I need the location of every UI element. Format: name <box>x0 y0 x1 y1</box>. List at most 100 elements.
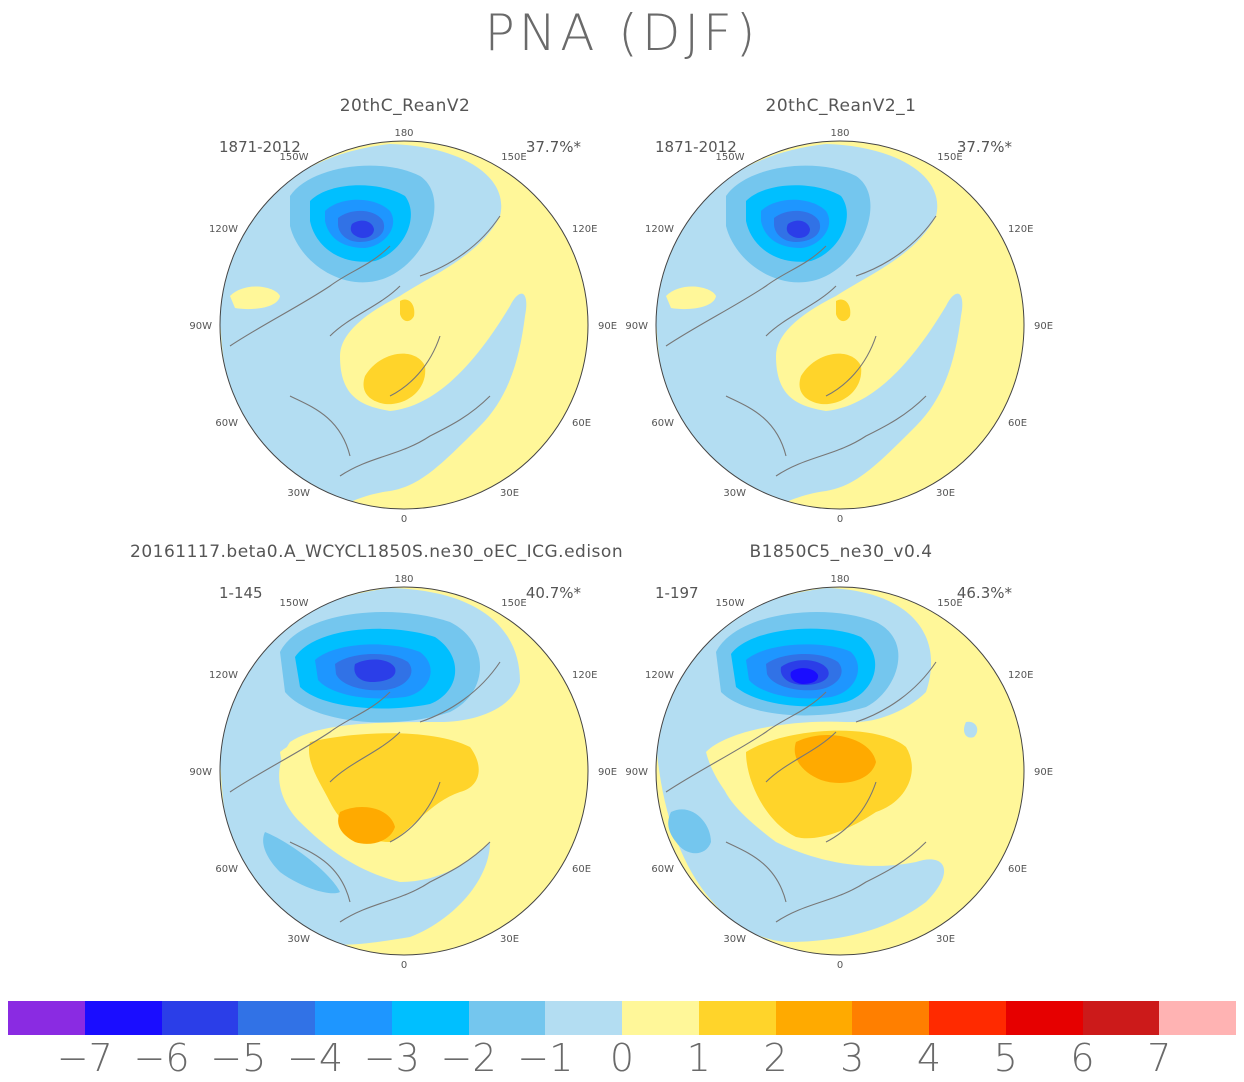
colorbar-swatch <box>161 1001 239 1035</box>
lon-label: 120E <box>572 224 597 235</box>
colorbar-tick: 2 <box>763 1036 788 1080</box>
panel-title: 20thC_ReanV2 <box>339 96 471 116</box>
lon-label: 60W <box>651 418 674 429</box>
panel-percent: 46.3%* <box>956 584 1012 602</box>
colorbar-swatch <box>315 1001 392 1035</box>
colorbar-tick: −4 <box>286 1036 344 1080</box>
colorbar-tick-labels: −7 −6 −5 −4 −3 −2 −1 0 1 2 3 4 5 6 7 <box>0 1036 1244 1082</box>
lon-label: 0 <box>401 514 407 525</box>
colorbar-swatch <box>698 1001 776 1035</box>
lon-label: 180 <box>830 574 849 585</box>
lon-label: 30E <box>936 934 955 945</box>
panel-title: B1850C5_ne30_v0.4 <box>749 542 933 562</box>
colorbar-swatch <box>391 1001 469 1035</box>
lon-label: 60W <box>215 418 238 429</box>
map-panel-1: 20thC_ReanV2 1871-2012 37.7%* 180 150E 1… <box>190 96 620 536</box>
panel-percent: 37.7%* <box>525 138 581 156</box>
lon-label: 60E <box>572 864 591 875</box>
lon-label: 30W <box>723 488 746 499</box>
colorbar-tick: −6 <box>133 1036 190 1080</box>
lon-label: 0 <box>837 514 843 525</box>
lon-label: 30W <box>723 934 746 945</box>
lon-label: 90E <box>1034 321 1053 332</box>
colorbar <box>8 1001 1236 1035</box>
colorbar-swatch <box>775 1001 853 1035</box>
map-panel-2: 20thC_ReanV2_1 1871-2012 37.7%* 180 150E… <box>626 96 1056 536</box>
lon-label: 30E <box>936 488 955 499</box>
longitude-labels: 180 150E 120E 90E 60E 30E 0 30W 60W 90W … <box>190 574 617 971</box>
colorbar-tick: −3 <box>363 1036 420 1080</box>
colorbar-swatch <box>8 1001 85 1035</box>
lon-label: 30E <box>500 488 519 499</box>
lon-label: 30W <box>287 934 310 945</box>
polar-map: 180 150E 120E 90E 60E 30E 0 30W 60W 90W … <box>626 574 1053 971</box>
panel-years: 1871-2012 <box>219 138 301 156</box>
colorbar-swatch <box>1005 1001 1083 1035</box>
colorbar-tick: −1 <box>517 1036 574 1080</box>
lon-label: 180 <box>394 128 413 139</box>
lon-label: 150E <box>937 598 962 609</box>
colorbar-tick: −7 <box>56 1036 113 1080</box>
colorbar-tick: 4 <box>916 1036 942 1080</box>
lon-label: 120W <box>645 670 674 681</box>
colorbar-tick: 7 <box>1147 1036 1172 1080</box>
lon-label: 150E <box>501 598 526 609</box>
lon-label: 180 <box>394 574 413 585</box>
longitude-labels: 180 150E 120E 90E 60E 30E 0 30W 60W 90W … <box>626 574 1053 971</box>
colorbar-swatch <box>545 1001 622 1035</box>
lon-label: 120E <box>572 670 597 681</box>
lon-label: 180 <box>830 128 849 139</box>
colorbar-tick: 6 <box>1070 1036 1095 1080</box>
panel-percent: 37.7%* <box>956 138 1012 156</box>
lon-label: 150E <box>937 152 962 163</box>
colorbar-swatch <box>84 1001 162 1035</box>
colorbar-swatch <box>1082 1001 1160 1035</box>
lon-label: 150W <box>280 152 309 163</box>
lon-label: 60W <box>651 864 674 875</box>
panel-years: 1-145 <box>219 584 263 602</box>
figure-title: PNA (DJF) <box>484 4 760 62</box>
lon-label: 90W <box>190 321 212 332</box>
lon-label: 60E <box>1008 864 1027 875</box>
colorbar-swatch <box>852 1001 929 1035</box>
lon-label: 60E <box>1008 418 1027 429</box>
colorbar-tick: −2 <box>440 1036 497 1080</box>
lon-label: 120W <box>209 224 238 235</box>
colorbar-swatch <box>622 1001 699 1035</box>
panel-years: 1871-2012 <box>655 138 737 156</box>
lon-label: 0 <box>837 960 843 971</box>
colorbar-tick: 1 <box>686 1036 711 1080</box>
polar-map: 180 150E 120E 90E 60E 30E 0 30W 60W 90W … <box>190 128 617 525</box>
lon-label: 90W <box>626 321 648 332</box>
colorbar-swatch <box>468 1001 546 1035</box>
lon-label: 30W <box>287 488 310 499</box>
lon-label: 0 <box>401 960 407 971</box>
colorbar-swatch <box>929 1001 1006 1035</box>
longitude-labels: 180 150E 120E 90E 60E 30E 0 30W 60W 90W … <box>190 128 617 525</box>
colorbar-tick: 0 <box>609 1036 635 1080</box>
lon-label: 60E <box>572 418 591 429</box>
colorbar-swatch <box>238 1001 315 1035</box>
lon-label: 120W <box>645 224 674 235</box>
panel-title: 20161117.beta0.A_WCYCL1850S.ne30_oEC_ICG… <box>130 542 624 562</box>
lon-label: 90E <box>598 767 617 778</box>
colorbar-tick: 5 <box>993 1036 1018 1080</box>
lon-label: 150W <box>716 598 745 609</box>
polar-map: 180 150E 120E 90E 60E 30E 0 30W 60W 90W … <box>190 574 617 971</box>
polar-map: 180 150E 120E 90E 60E 30E 0 30W 60W 90W … <box>626 128 1053 525</box>
lon-label: 90E <box>598 321 617 332</box>
lon-label: 120E <box>1008 224 1033 235</box>
panel-years: 1-197 <box>655 584 699 602</box>
panel-title: 20thC_ReanV2_1 <box>765 96 917 116</box>
lon-label: 150W <box>280 598 309 609</box>
longitude-labels: 180 150E 120E 90E 60E 30E 0 30W 60W 90W … <box>626 128 1053 525</box>
map-panel-4: B1850C5_ne30_v0.4 1-197 46.3%* 180 150E … <box>626 542 1056 982</box>
panel-percent: 40.7%* <box>525 584 581 602</box>
colorbar-swatch <box>1159 1001 1236 1035</box>
lon-label: 120E <box>1008 670 1033 681</box>
lon-label: 120W <box>209 670 238 681</box>
lon-label: 150W <box>716 152 745 163</box>
lon-label: 90W <box>190 767 212 778</box>
lon-label: 90W <box>626 767 648 778</box>
colorbar-tick: 3 <box>840 1036 865 1080</box>
